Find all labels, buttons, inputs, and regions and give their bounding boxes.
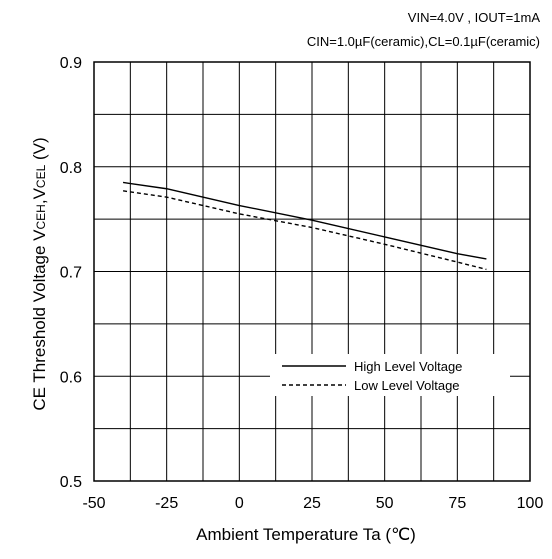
y-tick-label: 0.6 (60, 369, 82, 386)
x-tick-label: 25 (303, 495, 321, 512)
series-line-high-level (122, 181, 487, 260)
y-tick-label: 0.7 (60, 265, 82, 282)
x-tick-label: 100 (517, 495, 544, 512)
legend-box (270, 354, 510, 396)
x-tick-label: 50 (376, 495, 394, 512)
y-axis-label: CE Threshold Voltage VCEH,VCEL (V) (30, 137, 49, 411)
conditions-line-2: CIN=1.0µF(ceramic),CL=0.1µF(ceramic) (306, 34, 540, 49)
series-line-low-level (122, 190, 487, 271)
y-tick-label: 0.9 (60, 55, 82, 72)
x-axis-label: Ambient Temperature Ta (℃) (196, 525, 416, 544)
y-tick-label: 0.5 (60, 474, 82, 491)
x-tick-label: -25 (155, 495, 178, 512)
conditions-line-1: VIN=4.0V , IOUT=1mA (407, 10, 540, 25)
legend-label: High Level Voltage (354, 359, 462, 374)
legend-label: Low Level Voltage (354, 378, 460, 393)
plot-frame (93, 61, 531, 482)
x-tick-label: 75 (448, 495, 466, 512)
y-tick-label: 0.8 (60, 160, 82, 177)
x-tick-label: 0 (235, 495, 244, 512)
x-tick-label: -50 (82, 495, 105, 512)
